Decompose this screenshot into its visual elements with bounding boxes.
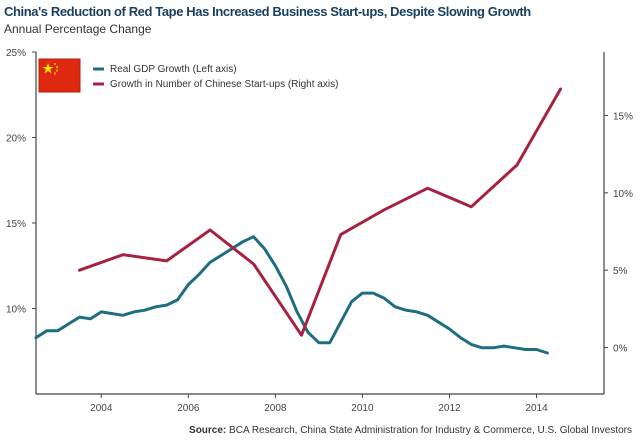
- chart-subtitle: Annual Percentage Change: [4, 22, 152, 36]
- x-axis-tick-label: 2010: [351, 403, 374, 414]
- right-axis-tick-label: 10%: [613, 189, 633, 200]
- source-note: Source: BCA Research, China State Admini…: [189, 425, 632, 436]
- right-axis-tick-label: 0%: [613, 344, 628, 355]
- legend-label-startups: Growth in Number of Chinese Start-ups (R…: [110, 79, 338, 90]
- legend-label-gdp: Real GDP Growth (Left axis): [110, 64, 237, 75]
- series-line-startups: [78, 87, 562, 337]
- chart-title: China's Reduction of Red Tape Has Increa…: [4, 4, 531, 19]
- legend: Real GDP Growth (Left axis) Growth in Nu…: [93, 64, 338, 90]
- x-axis-tick-label: 2006: [177, 403, 200, 414]
- series-line-gdp: [34, 235, 549, 355]
- x-axis-tick-label: 2012: [438, 403, 461, 414]
- left-axis-tick-label: 25%: [6, 48, 26, 59]
- right-axis-tick-label: 5%: [613, 266, 628, 277]
- x-axis-tick-label: 2008: [264, 403, 287, 414]
- left-axis-tick-label: 15%: [6, 219, 26, 230]
- source-label: Source:: [189, 425, 227, 436]
- right-axis-tick-label: 15%: [613, 111, 633, 122]
- source-text: BCA Research, China State Administration…: [229, 425, 632, 436]
- x-axis-tick-label: 2014: [525, 403, 548, 414]
- x-axis-tick-label: 2004: [90, 403, 113, 414]
- china-flag-icon: [38, 58, 81, 93]
- left-axis-tick-label: 10%: [6, 305, 26, 316]
- left-axis-tick-label: 20%: [6, 134, 26, 145]
